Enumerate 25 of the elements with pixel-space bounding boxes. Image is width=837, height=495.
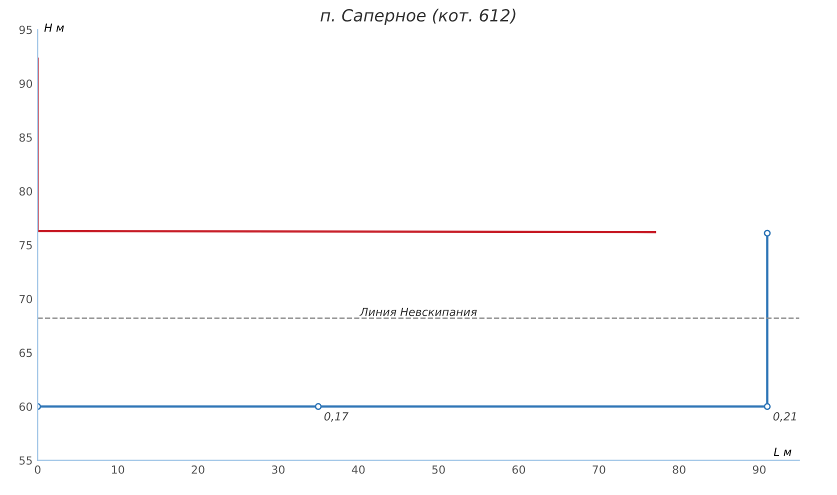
annotation: 0,21 xyxy=(773,412,796,422)
y-axis-title: Н м xyxy=(44,24,64,32)
y-tick-label: 95 xyxy=(19,26,32,34)
x-tick-label: 0 xyxy=(34,465,40,474)
y-tick-label: 70 xyxy=(20,294,32,304)
x-tick-label: 10 xyxy=(112,465,124,474)
y-tick-label: 90 xyxy=(19,80,32,88)
y-tick-label: 65 xyxy=(19,348,32,358)
y-tick-label: 55 xyxy=(20,456,32,465)
x-tick-label: 70 xyxy=(592,465,606,474)
x-tick-label: 40 xyxy=(352,465,365,474)
x-axis-title: L м xyxy=(774,448,792,456)
x-tick-label: 90 xyxy=(752,465,766,474)
y-tick-label: 75 xyxy=(20,241,32,250)
y-tick-label: 85 xyxy=(19,133,32,142)
chart-title: п. Саперное (кот. 612) xyxy=(320,8,516,25)
x-tick-label: 60 xyxy=(512,465,526,474)
ref-line-label: Линия Невскипания xyxy=(360,308,477,316)
annotation: 0,17 xyxy=(324,412,348,422)
y-tick-label: 60 xyxy=(19,402,32,411)
x-tick-label: 20 xyxy=(192,465,204,474)
y-tick-label: 80 xyxy=(19,187,32,196)
x-tick-label: 30 xyxy=(272,465,285,474)
x-tick-label: 50 xyxy=(432,465,445,474)
x-tick-label: 80 xyxy=(672,465,686,474)
